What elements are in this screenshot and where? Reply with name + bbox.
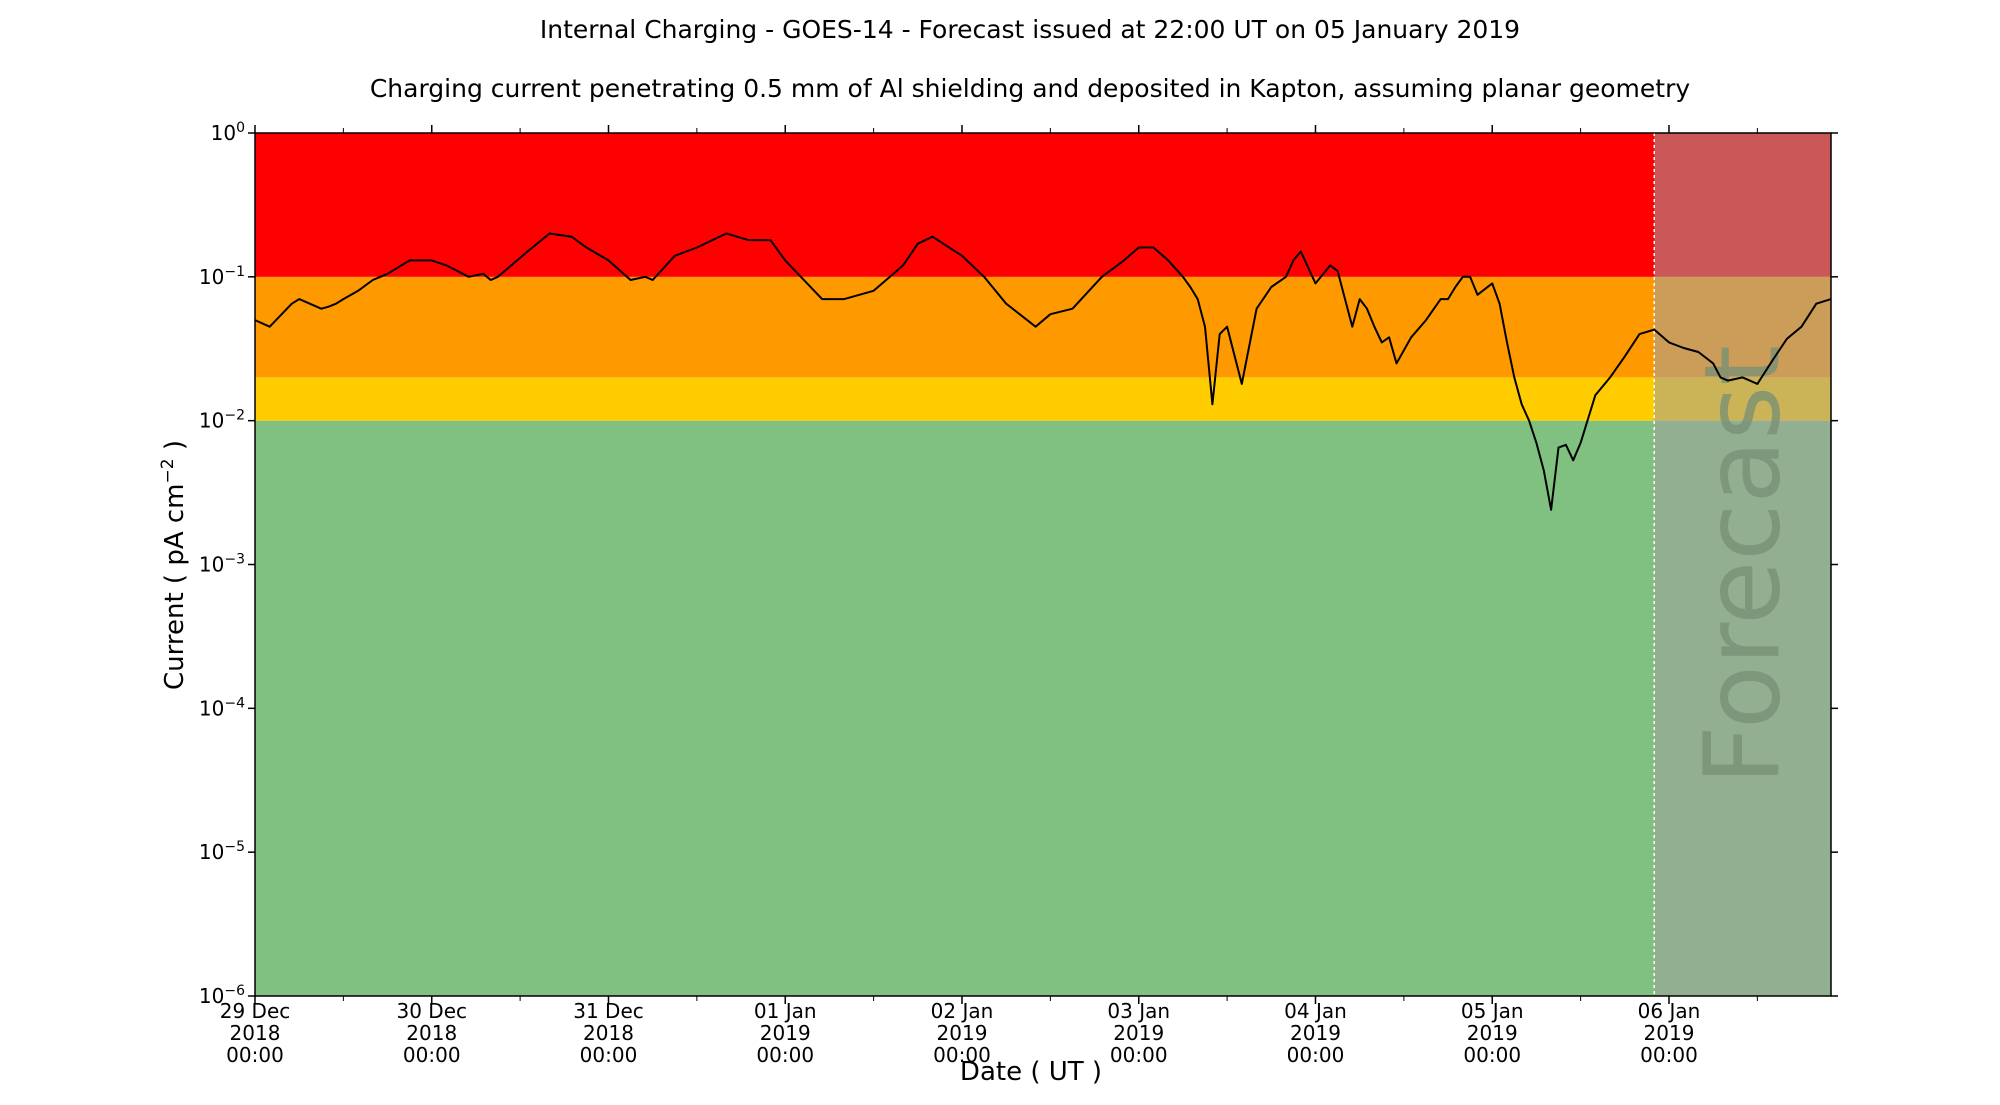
x-tick-label: 2019: [1113, 1021, 1164, 1045]
x-tick-label: 00:00: [1640, 1043, 1698, 1067]
chart-title: Internal Charging - GOES-14 - Forecast i…: [540, 15, 1520, 44]
y-tick-label: 100: [211, 120, 245, 145]
x-tick-label: 00:00: [756, 1043, 814, 1067]
x-tick-label: 00:00: [580, 1043, 638, 1067]
x-tick-label: 2018: [406, 1021, 457, 1045]
x-tick-label: 00:00: [403, 1043, 461, 1067]
x-tick-label: 29 Dec: [220, 999, 291, 1023]
x-tick-label: 04 Jan: [1284, 999, 1347, 1023]
risk-bands: [255, 133, 1831, 997]
x-tick-label: 31 Dec: [573, 999, 644, 1023]
x-tick-label: 2018: [230, 1021, 281, 1045]
forecast-region: Forecast: [1653, 133, 1831, 996]
x-tick-label: 2019: [1290, 1021, 1341, 1045]
x-tick-label: 00:00: [1287, 1043, 1345, 1067]
x-tick-label: 30 Dec: [396, 999, 467, 1023]
y-axis-ticks: 100 10−1 10−2 10−3 10−4 10−5 10−6: [199, 120, 1838, 1008]
x-tick-label: 03 Jan: [1107, 999, 1170, 1023]
y-tick-label: 10−5: [199, 839, 245, 864]
chart-subtitle: Charging current penetrating 0.5 mm of A…: [370, 74, 1691, 103]
x-tick-label: 01 Jan: [754, 999, 817, 1023]
risk-band-3: [255, 133, 1831, 277]
x-tick-label: 2018: [583, 1021, 634, 1045]
y-tick-label: 10−4: [199, 695, 245, 720]
x-axis-label: Date ( UT ): [960, 1057, 1102, 1087]
x-tick-label: 00:00: [1110, 1043, 1168, 1067]
y-tick-label: 10−1: [199, 264, 245, 289]
series-layer: [254, 232, 1832, 511]
x-tick-label: 2019: [937, 1021, 988, 1045]
forecast-overlay: [1654, 133, 1831, 996]
x-tick-label: 00:00: [226, 1043, 284, 1067]
risk-band-1: [255, 377, 1831, 421]
risk-band-0: [255, 420, 1831, 997]
y-tick-label: 10−2: [199, 408, 245, 433]
x-tick-label: 05 Jan: [1461, 999, 1524, 1023]
x-tick-label: 2019: [1467, 1021, 1518, 1045]
y-axis-label-exponent: −2: [158, 458, 178, 483]
y-axis-label: Current ( pA cm−2 ): [158, 440, 190, 690]
y-axis-label-suffix: ): [160, 440, 190, 458]
risk-band-2: [255, 276, 1831, 378]
y-tick-label: 10−3: [199, 552, 245, 577]
x-tick-label: 2019: [760, 1021, 811, 1045]
forecast-label: Forecast: [1682, 345, 1804, 785]
x-tick-label: 00:00: [933, 1043, 991, 1067]
series-line-0: [254, 232, 1832, 511]
x-tick-label: 06 Jan: [1638, 999, 1701, 1023]
y-tick-label: 10−6: [199, 983, 245, 1008]
x-tick-label: 00:00: [1463, 1043, 1521, 1067]
x-tick-label: 02 Jan: [931, 999, 994, 1023]
x-tick-label: 2019: [1644, 1021, 1695, 1045]
y-axis-label-prefix: Current ( pA cm: [160, 483, 190, 690]
